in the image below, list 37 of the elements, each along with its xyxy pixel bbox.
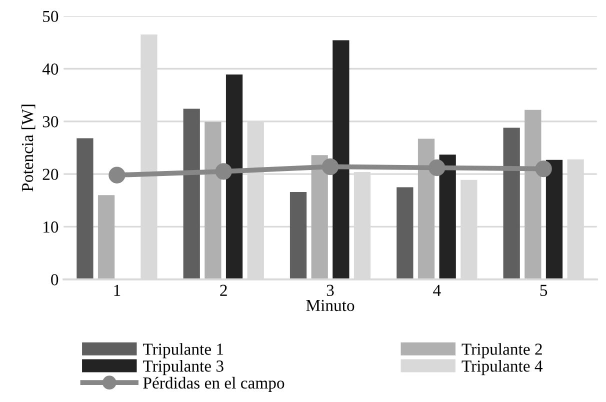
bar bbox=[546, 160, 563, 280]
point bbox=[108, 166, 126, 184]
bar bbox=[226, 74, 243, 280]
bar bbox=[524, 110, 542, 280]
x-tick-label: 2 bbox=[220, 284, 227, 296]
legend-label: Tripulante 1 bbox=[143, 343, 224, 358]
legend-label: Pérdidas en el campo bbox=[143, 376, 284, 392]
bar bbox=[76, 138, 94, 280]
legend-label: Tripulante 2 bbox=[462, 343, 542, 358]
y-tick-label: 50 bbox=[43, 10, 58, 22]
bar bbox=[98, 195, 115, 280]
bar bbox=[290, 192, 307, 280]
bar bbox=[418, 138, 435, 280]
y-tick-label: 40 bbox=[42, 63, 58, 75]
bar bbox=[396, 187, 414, 280]
y-axis-title: Potencia [W] bbox=[21, 104, 36, 192]
bar bbox=[503, 128, 520, 280]
x-tick-label: 5 bbox=[540, 284, 548, 296]
x-tick-label: 4 bbox=[433, 284, 441, 296]
x-axis-title: Minuto bbox=[306, 300, 354, 312]
point bbox=[215, 163, 232, 180]
y-tick-label: 20 bbox=[42, 168, 58, 180]
bar bbox=[204, 122, 222, 280]
bar bbox=[183, 108, 200, 280]
bar bbox=[332, 40, 350, 280]
y-tick-label: 30 bbox=[42, 116, 58, 128]
y-tick-label: 10 bbox=[44, 221, 58, 233]
legend-label: Tripulante 3 bbox=[143, 360, 224, 376]
legend-label: Tripulante 4 bbox=[462, 360, 543, 376]
bar bbox=[439, 154, 456, 280]
y-tick-label: 0 bbox=[51, 274, 58, 286]
point bbox=[428, 159, 446, 176]
x-tick-label: 3 bbox=[326, 284, 334, 296]
x-tick-label: 1 bbox=[114, 284, 120, 296]
point bbox=[535, 160, 552, 178]
bar bbox=[311, 155, 328, 280]
point bbox=[322, 158, 339, 176]
